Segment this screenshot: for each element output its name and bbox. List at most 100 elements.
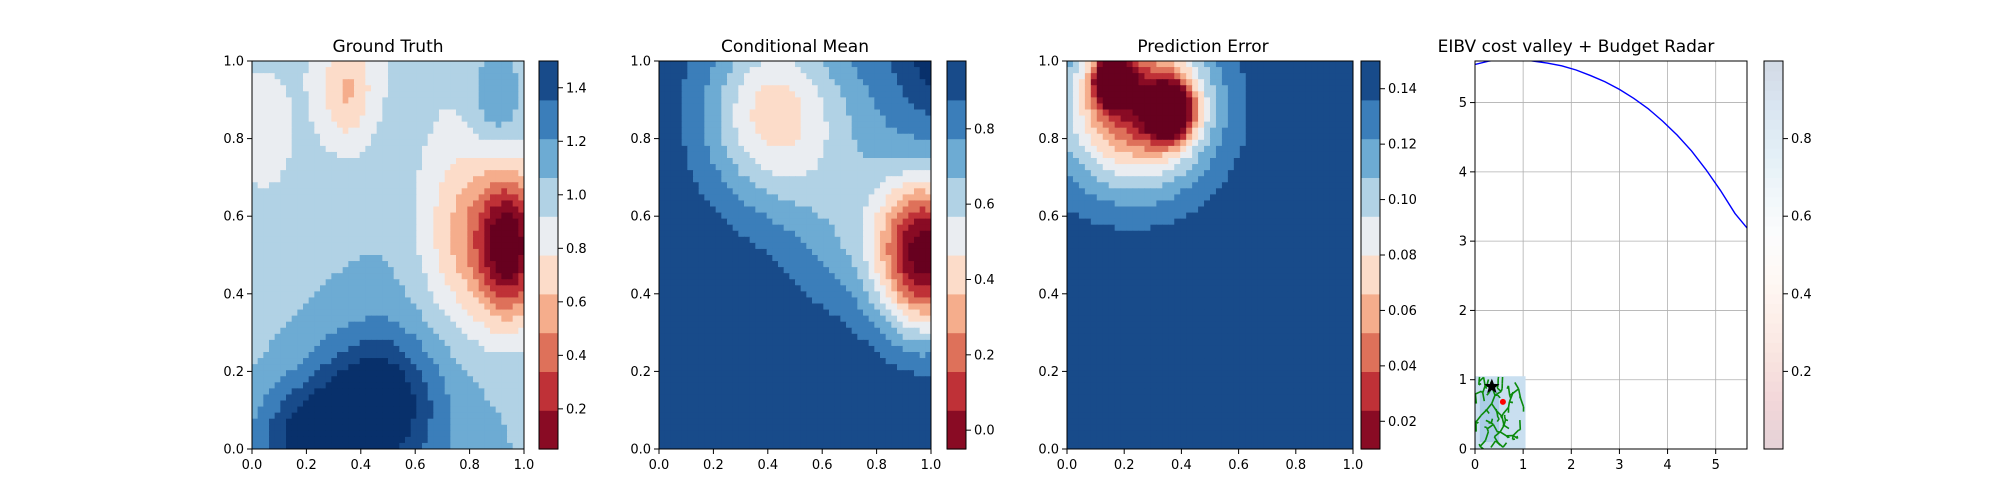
heatmap-cell [393,333,400,341]
heatmap-cell [755,236,762,244]
heatmap-cell [851,255,858,262]
heatmap-cell [795,261,802,268]
heatmap-cell [495,115,502,123]
heatmap-cell [371,79,378,86]
heatmap-cell [749,212,756,220]
heatmap-cell [303,73,310,80]
heatmap-cell [399,212,406,220]
heatmap-cell [778,73,785,80]
heatmap-cell [840,85,847,92]
heatmap-cell [800,212,807,220]
heatmap-cell [263,230,270,238]
heatmap-cell [721,61,728,68]
heatmap-cell [868,285,875,292]
heatmap-cell [670,212,677,220]
heatmap-cell [405,218,412,226]
heatmap-cell [897,109,904,117]
heatmap-cell [846,279,853,286]
heatmap-cell [478,164,485,171]
heatmap-cell [902,164,909,171]
heatmap-cell [710,267,717,274]
heatmap-cell [354,273,361,280]
heatmap-cell [518,339,524,347]
heatmap-cell [405,73,412,80]
heatmap-cell [382,370,389,377]
heatmap-cell [863,212,870,220]
heatmap-cell [303,255,310,262]
heatmap-cell [863,248,870,256]
heatmap-cell [274,309,281,317]
y-axis: 0.00.20.40.60.81.0 [223,55,252,458]
heatmap-cell [427,170,434,177]
heatmap-cell [427,79,434,86]
heatmap-cell [868,121,875,129]
heatmap-cell [291,79,298,86]
heatmap-cell [880,158,887,165]
heatmap-cell [456,436,463,444]
heatmap-cell [269,230,276,238]
heatmap-cell [507,212,514,220]
heatmap-cell [291,394,298,402]
heatmap-cell [342,370,349,377]
heatmap-cell [891,103,898,111]
heatmap-cell [693,279,700,286]
heatmap-cell [490,327,497,335]
heatmap-cell [416,370,423,377]
heatmap-cell [422,424,429,432]
heatmap-cell [664,261,671,268]
heatmap-cell [698,109,705,117]
heatmap-cell [749,273,756,280]
heatmap-cell [749,206,756,214]
heatmap-cell [337,176,344,183]
heatmap-cell [388,382,395,389]
heatmap-cell [518,261,524,268]
heatmap-cell [433,303,440,311]
heatmap-cell [501,430,508,438]
heatmap-cell [857,267,864,274]
heatmap-cell [778,194,785,202]
heatmap-cell [783,61,790,68]
heatmap-cell [297,345,304,353]
heatmap-cell [484,194,491,202]
heatmap-cell [274,273,281,280]
heatmap-cell [919,248,926,256]
heatmap-cell [399,194,406,202]
heatmap-cell [286,382,293,389]
heatmap-cell [490,406,497,414]
heatmap-cell [263,158,270,165]
heatmap-cell [778,236,785,244]
heatmap-cell [738,158,745,165]
heatmap-cell [410,212,417,220]
heatmap-cell [501,230,508,238]
heatmap-cell [698,85,705,92]
heatmap-cell [286,321,293,329]
heatmap-cell [376,333,383,341]
heatmap-cell [834,73,841,80]
heatmap-cell [376,267,383,274]
heatmap-cell [908,109,915,117]
heatmap-cell [863,279,870,286]
heatmap-cell [874,230,881,238]
heatmap-cell [331,279,338,286]
heatmap-cell [478,145,485,153]
heatmap-cell [371,345,378,353]
heatmap-cell [450,364,457,371]
heatmap-cell [303,273,310,280]
heatmap-cell [410,364,417,371]
heatmap-cell [800,242,807,250]
heatmap-cell [444,170,451,177]
heatmap-cell [297,418,304,426]
heatmap-cell [772,267,779,274]
heatmap-cell [812,145,819,153]
heatmap-cell [721,127,728,135]
heatmap-cell [681,194,688,202]
heatmap-cell [710,218,717,226]
heatmap-cell [320,170,327,177]
heatmap-cell [359,291,366,299]
heatmap-cell [433,309,440,317]
heatmap-cell [885,261,892,268]
heatmap-cell [325,164,332,171]
heatmap-cell [495,182,502,189]
heatmap-cell [501,109,508,117]
heatmap-cell [817,97,824,105]
